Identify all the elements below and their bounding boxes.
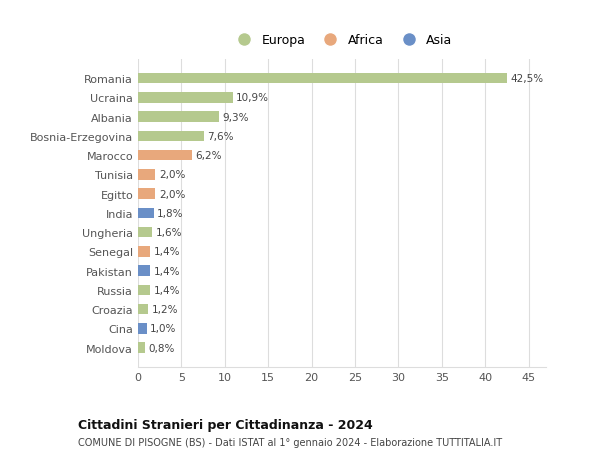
Bar: [138, 227, 152, 238]
Bar: [138, 246, 150, 257]
Bar: [138, 170, 155, 180]
Text: 0,8%: 0,8%: [148, 343, 175, 353]
Bar: [138, 266, 150, 276]
Bar: [138, 324, 146, 334]
Bar: [138, 285, 150, 296]
Bar: [138, 304, 148, 315]
Text: 1,4%: 1,4%: [154, 247, 180, 257]
Bar: [138, 151, 192, 161]
Bar: [138, 73, 507, 84]
Text: 1,0%: 1,0%: [150, 324, 176, 334]
Bar: [138, 112, 219, 123]
Legend: Europa, Africa, Asia: Europa, Africa, Asia: [227, 29, 458, 52]
Text: Cittadini Stranieri per Cittadinanza - 2024: Cittadini Stranieri per Cittadinanza - 2…: [78, 418, 373, 431]
Text: 7,6%: 7,6%: [208, 132, 234, 141]
Text: 6,2%: 6,2%: [195, 151, 222, 161]
Text: COMUNE DI PISOGNE (BS) - Dati ISTAT al 1° gennaio 2024 - Elaborazione TUTTITALIA: COMUNE DI PISOGNE (BS) - Dati ISTAT al 1…: [78, 437, 502, 447]
Text: 10,9%: 10,9%: [236, 93, 269, 103]
Text: 2,0%: 2,0%: [159, 189, 185, 199]
Text: 1,4%: 1,4%: [154, 285, 180, 295]
Text: 1,4%: 1,4%: [154, 266, 180, 276]
Text: 2,0%: 2,0%: [159, 170, 185, 180]
Text: 1,2%: 1,2%: [152, 304, 178, 314]
Text: 1,8%: 1,8%: [157, 208, 184, 218]
Text: 42,5%: 42,5%: [511, 74, 544, 84]
Bar: [138, 93, 233, 103]
Bar: [138, 189, 155, 200]
Bar: [138, 343, 145, 353]
Bar: [138, 208, 154, 219]
Bar: [138, 131, 204, 142]
Text: 1,6%: 1,6%: [155, 228, 182, 238]
Text: 9,3%: 9,3%: [222, 112, 249, 123]
